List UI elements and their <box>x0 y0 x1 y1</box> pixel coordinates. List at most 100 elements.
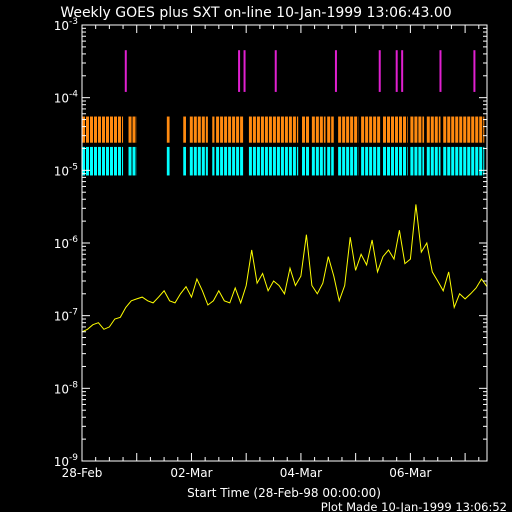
sxt-lower-segment <box>311 146 315 176</box>
chart-title: Weekly GOES plus SXT on-line 10-Jan-1999… <box>60 5 451 21</box>
sxt-upper-segment <box>463 116 467 143</box>
sxt-upper-segment <box>319 116 323 143</box>
sxt-upper-segment <box>128 116 132 143</box>
sxt-upper-segment <box>236 116 240 143</box>
sxt-lower-segment <box>365 146 369 176</box>
sxt-upper-segment <box>451 116 455 143</box>
sxt-upper-segment <box>212 116 215 143</box>
sxt-upper-segment <box>430 116 434 143</box>
sxt-lower-segment <box>319 146 323 176</box>
sxt-upper-segment <box>82 116 85 143</box>
sxt-lower-segment <box>463 146 467 176</box>
sxt-lower-segment <box>377 146 381 176</box>
sxt-upper-segment <box>268 116 272 143</box>
sxt-lower-segment <box>189 146 193 176</box>
sxt-upper-segment <box>361 116 365 143</box>
sxt-lower-segment <box>98 146 101 176</box>
sxt-upper-segment <box>327 116 331 143</box>
sxt-lower-segment <box>268 146 272 176</box>
sxt-upper-segment <box>399 116 403 143</box>
sxt-upper-segment <box>280 116 284 143</box>
sxt-upper-segment <box>102 116 105 143</box>
y-tick-label: 10-6 <box>54 235 79 251</box>
sxt-upper-segment <box>434 116 438 143</box>
sxt-upper-segment <box>459 116 463 143</box>
sxt-lower-segment <box>455 146 459 176</box>
sxt-upper-segment <box>189 116 193 143</box>
sxt-upper-segment <box>260 116 264 143</box>
sxt-upper-segment <box>438 116 441 143</box>
y-tick-label: 10-7 <box>54 308 78 324</box>
sxt-upper-segment <box>106 116 109 143</box>
sxt-lower-segment <box>284 146 288 176</box>
sxt-lower-segment <box>302 146 306 176</box>
sxt-lower-segment <box>331 146 334 176</box>
sxt-lower-segment <box>447 146 451 176</box>
sxt-upper-segment <box>467 116 471 143</box>
sxt-lower-segment <box>288 146 292 176</box>
sxt-lower-segment <box>369 146 373 176</box>
sxt-upper-segment <box>422 116 425 143</box>
sxt-lower-segment <box>410 146 414 176</box>
tick-labels: 28-Feb 02-Mar 04-Mar 06-Mar 10-9 10-8 10-7 10-6… <box>54 17 432 480</box>
sxt-lower-segment <box>122 146 124 176</box>
sxt-lower-segment <box>451 146 455 176</box>
sxt-lower-segment <box>438 146 441 176</box>
sxt-lower-segment <box>338 146 342 176</box>
sxt-upper-segment <box>288 116 292 143</box>
sxt-lower-segment <box>132 146 136 176</box>
sxt-upper-segment <box>216 116 220 143</box>
sxt-upper-segment <box>264 116 268 143</box>
sxt-lower-segment <box>224 146 228 176</box>
sxt-lower-segment <box>280 146 284 176</box>
sxt-lower-segment <box>479 146 483 176</box>
sxt-coverage-bands <box>82 116 485 176</box>
sxt-lower-segment <box>475 146 479 176</box>
y-tick-label: 10-4 <box>54 90 79 106</box>
sxt-upper-segment <box>232 116 236 143</box>
y-tick-label: 10-9 <box>54 453 79 469</box>
sxt-upper-segment <box>272 116 276 143</box>
sxt-lower-segment <box>183 146 186 176</box>
sxt-upper-segment <box>276 116 280 143</box>
sxt-lower-segment <box>471 146 475 176</box>
sxt-lower-segment <box>391 146 395 176</box>
sxt-upper-segment <box>311 116 315 143</box>
y-tick-label: 10-8 <box>54 380 79 396</box>
sxt-lower-segment <box>403 146 407 176</box>
sxt-lower-segment <box>430 146 434 176</box>
sxt-upper-segment <box>114 116 117 143</box>
sxt-upper-segment <box>350 116 354 143</box>
sxt-lower-segment <box>118 146 121 176</box>
sxt-lower-segment <box>236 146 240 176</box>
sxt-lower-segment <box>426 146 430 176</box>
sxt-lower-segment <box>350 146 354 176</box>
sxt-upper-segment <box>383 116 387 143</box>
sxt-upper-segment <box>256 116 260 143</box>
sxt-upper-segment <box>224 116 228 143</box>
sxt-lower-segment <box>315 146 319 176</box>
sxt-upper-segment <box>414 116 418 143</box>
sxt-upper-segment <box>220 116 224 143</box>
sxt-upper-segment <box>471 116 475 143</box>
sxt-lower-segment <box>414 146 418 176</box>
sxt-upper-segment <box>365 116 369 143</box>
x-tick-label: 02-Mar <box>170 466 212 480</box>
sxt-lower-segment <box>395 146 399 176</box>
sxt-lower-segment <box>399 146 403 176</box>
sxt-lower-segment <box>327 146 331 176</box>
sxt-lower-segment <box>193 146 197 176</box>
sxt-upper-segment <box>193 116 197 143</box>
sxt-lower-segment <box>90 146 93 176</box>
sxt-upper-segment <box>455 116 459 143</box>
sxt-upper-segment <box>369 116 373 143</box>
sxt-lower-segment <box>387 146 391 176</box>
sxt-lower-segment <box>361 146 365 176</box>
sxt-upper-segment <box>426 116 430 143</box>
sxt-lower-segment <box>443 146 447 176</box>
sxt-lower-segment <box>272 146 276 176</box>
sxt-upper-segment <box>197 116 201 143</box>
sxt-upper-segment <box>118 116 121 143</box>
sxt-lower-segment <box>220 146 224 176</box>
y-tick-label: 10-3 <box>54 17 78 33</box>
